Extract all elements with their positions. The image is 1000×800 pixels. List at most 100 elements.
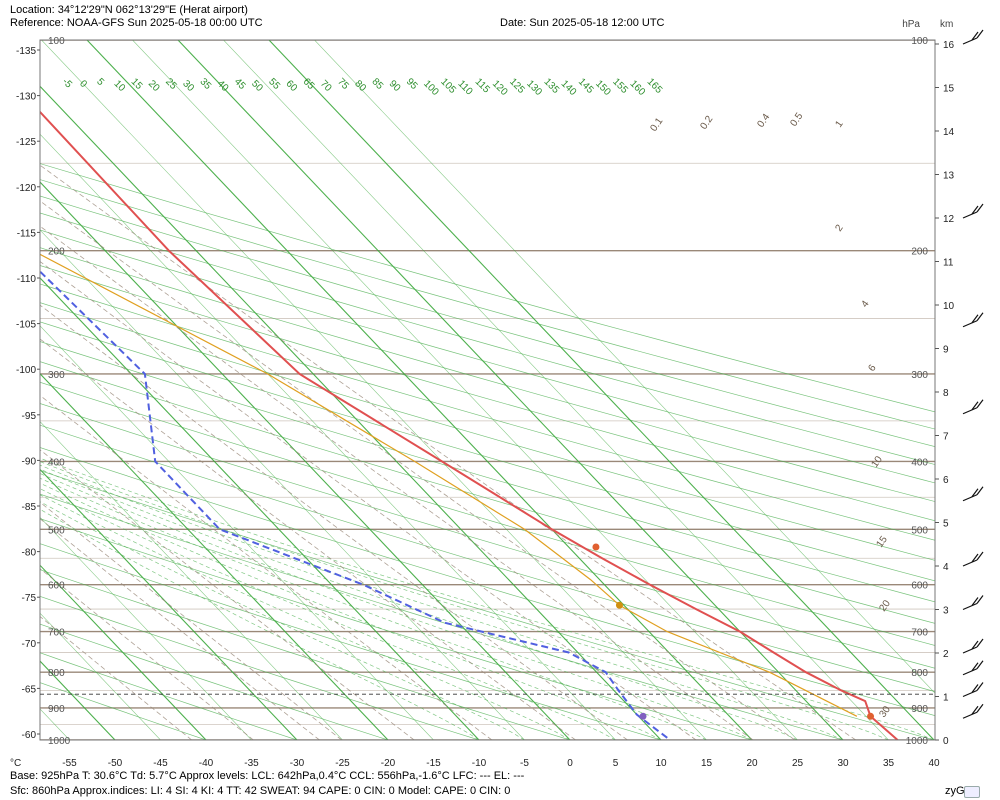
isotherm-label: 85 xyxy=(369,76,385,92)
isotherm-label: 125 xyxy=(507,76,527,96)
dry-adiabat-line xyxy=(40,179,935,430)
left-tick-label: -75 xyxy=(22,593,37,604)
mixing-ratio-line xyxy=(40,449,415,740)
temperature-marker xyxy=(592,543,600,551)
wind-barb-flag xyxy=(976,29,984,39)
isotherm-label: 155 xyxy=(610,76,630,96)
wind-barb-flag xyxy=(971,662,979,672)
moist-adiabat-line xyxy=(40,488,616,740)
date-text: Date: Sun 2025-05-18 12:00 UTC xyxy=(500,17,665,29)
x-tick-label: -50 xyxy=(108,758,123,769)
wind-barb-flag xyxy=(976,312,984,322)
pressure-label-left: 700 xyxy=(48,628,65,639)
isotherm-label: 15 xyxy=(129,76,145,92)
isotherm-label: 105 xyxy=(438,76,458,96)
wind-barb xyxy=(962,682,984,698)
isotherm-label: -5 xyxy=(60,76,74,90)
isotherm-label: 80 xyxy=(352,78,368,94)
pressure-label-left: 1000 xyxy=(48,736,71,747)
km-tick-label: 8 xyxy=(943,388,949,399)
x-tick-label: -35 xyxy=(244,758,259,769)
isotherm-label: 25 xyxy=(163,76,179,92)
left-tick-label: -105 xyxy=(16,320,36,331)
moist-adiabat-line xyxy=(40,464,844,740)
wind-barb-staff xyxy=(962,37,978,45)
isotherm-label: 110 xyxy=(455,78,474,97)
wind-barb-flag xyxy=(971,553,979,563)
left-tick-label: -135 xyxy=(16,46,36,57)
km-tick-label: 0 xyxy=(943,736,949,747)
mixing-ratio-label: 6 xyxy=(866,362,878,373)
dry-adiabat-line xyxy=(40,283,935,541)
wind-barb-staff xyxy=(962,668,978,676)
left-tick-label: -65 xyxy=(22,684,37,695)
wind-barb-staff xyxy=(962,689,978,698)
x-tick-label: -10 xyxy=(472,758,487,769)
isotherm-label: 30 xyxy=(180,78,196,94)
parcel-marker xyxy=(615,601,623,609)
x-tick-label: -25 xyxy=(335,758,350,769)
reference-text: Reference: NOAA-GFS Sun 2025-05-18 00:00… xyxy=(10,17,263,29)
left-tick-label: -95 xyxy=(22,411,37,422)
pressure-label-right: 100 xyxy=(911,36,928,47)
mixing-ratio-label: 0.1 xyxy=(648,116,665,134)
pressure-label-right: 600 xyxy=(911,581,928,592)
km-tick-label: 14 xyxy=(943,127,955,138)
isotherm-label: 50 xyxy=(249,78,265,94)
left-tick-label: -90 xyxy=(22,456,37,467)
mixing-ratio-label: 4 xyxy=(859,298,871,309)
pressure-label-right: 1000 xyxy=(906,736,929,747)
wind-barb-flag xyxy=(971,31,979,41)
window-icon[interactable] xyxy=(964,786,980,798)
x-tick-label: -45 xyxy=(153,758,168,769)
pressure-label-right: 800 xyxy=(911,668,928,679)
isotherm-line xyxy=(40,372,389,740)
mixing-ratio-line xyxy=(40,568,254,740)
wind-barb-flag xyxy=(976,551,984,561)
wind-barb-staff xyxy=(962,602,978,611)
mixing-ratio-label: 1 xyxy=(833,118,845,129)
dry-adiabat-line xyxy=(40,361,935,624)
x-tick-label: 20 xyxy=(746,758,758,769)
km-tick-label: 1 xyxy=(943,693,949,704)
isotherm-line xyxy=(40,612,161,740)
dry-adiabat-line xyxy=(40,195,935,447)
footer-line-1: Base: 925hPa T: 30.6°C Td: 5.7°C Approx … xyxy=(10,770,525,782)
mixing-ratio-label: 0.4 xyxy=(755,112,772,130)
wind-barb xyxy=(962,312,984,328)
isotherm-label: 75 xyxy=(335,76,351,92)
wind-barb xyxy=(962,703,984,719)
x-axis-unit: °C xyxy=(10,758,21,769)
wind-barb-flag xyxy=(976,399,984,409)
dry-adiabat-line xyxy=(40,682,207,740)
mixing-ratio-label: 30 xyxy=(877,704,893,720)
wind-barb-staff xyxy=(962,711,978,719)
wind-barb-staff xyxy=(962,211,978,219)
x-tick-label: -20 xyxy=(381,758,396,769)
pressure-label-left: 300 xyxy=(48,370,65,381)
mixing-ratio-label: 15 xyxy=(874,534,890,550)
location-text: Location: 34°12'29"N 062°13'29"E (Herat … xyxy=(10,4,248,16)
isotherm-line xyxy=(41,40,707,740)
isotherm-label: 115 xyxy=(473,76,492,95)
isotherm-label: 20 xyxy=(146,78,162,94)
left-tick-label: -85 xyxy=(22,502,37,513)
pressure-label-right: 200 xyxy=(911,247,928,258)
dry-adiabat-line xyxy=(40,470,935,740)
dewpoint-marker xyxy=(639,712,647,720)
km-tick-label: 6 xyxy=(943,475,949,486)
plot-area xyxy=(40,40,935,740)
km-tick-label: 10 xyxy=(943,301,955,312)
isotherm-line xyxy=(86,40,753,740)
wind-barb-flag xyxy=(976,203,984,213)
isotherm-label: 95 xyxy=(404,76,420,92)
pressure-label-left: 800 xyxy=(48,668,65,679)
parcel-line xyxy=(40,253,858,717)
isotherm-label: 45 xyxy=(232,76,248,92)
left-tick-label: -115 xyxy=(17,228,37,239)
moist-adiabat-line xyxy=(40,482,662,740)
isotherm-line xyxy=(40,85,662,740)
isotherm-label: 90 xyxy=(387,78,403,94)
isotherm-line xyxy=(40,325,434,740)
